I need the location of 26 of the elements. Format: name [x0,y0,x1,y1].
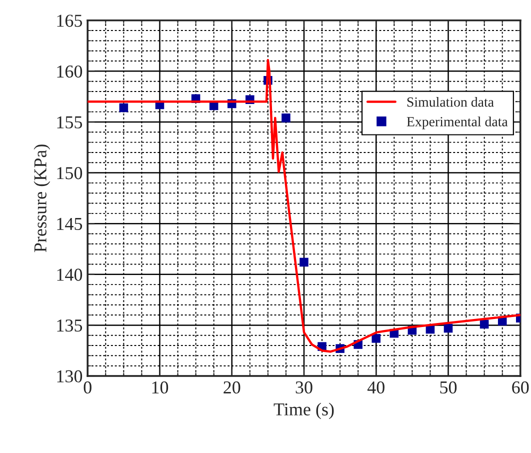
point [372,334,381,343]
x-tick-label: 50 [440,381,457,394]
x-tick-label: 20 [224,381,240,394]
x-tick-label: 0 [84,381,92,394]
line-series [88,58,520,353]
y-tick-label: 150 [57,167,82,180]
legend-label: Simulation data [407,96,494,107]
y-tick-label: 165 [57,14,82,27]
y-tick-label: 155 [57,116,82,128]
y-tick-label: 140 [57,268,82,281]
point [119,103,128,112]
point [444,324,453,333]
x-tick-label: 40 [367,381,384,394]
y-tick-label: 130 [57,370,82,382]
x-tick-label: 10 [152,381,168,394]
y-tick-label: 160 [57,65,82,78]
y-tick-label: 135 [57,320,82,332]
y-axis-title: Pressure (KPa) [34,144,50,252]
x-axis-title: Time (s) [274,402,334,420]
legend-label: Experimental data [406,116,508,130]
x-tick-label: 60 [512,381,529,394]
point [300,258,308,267]
point [282,114,290,122]
y-tick-label: 145 [57,218,82,230]
point [480,320,489,329]
x-tick-label: 30 [296,381,312,394]
